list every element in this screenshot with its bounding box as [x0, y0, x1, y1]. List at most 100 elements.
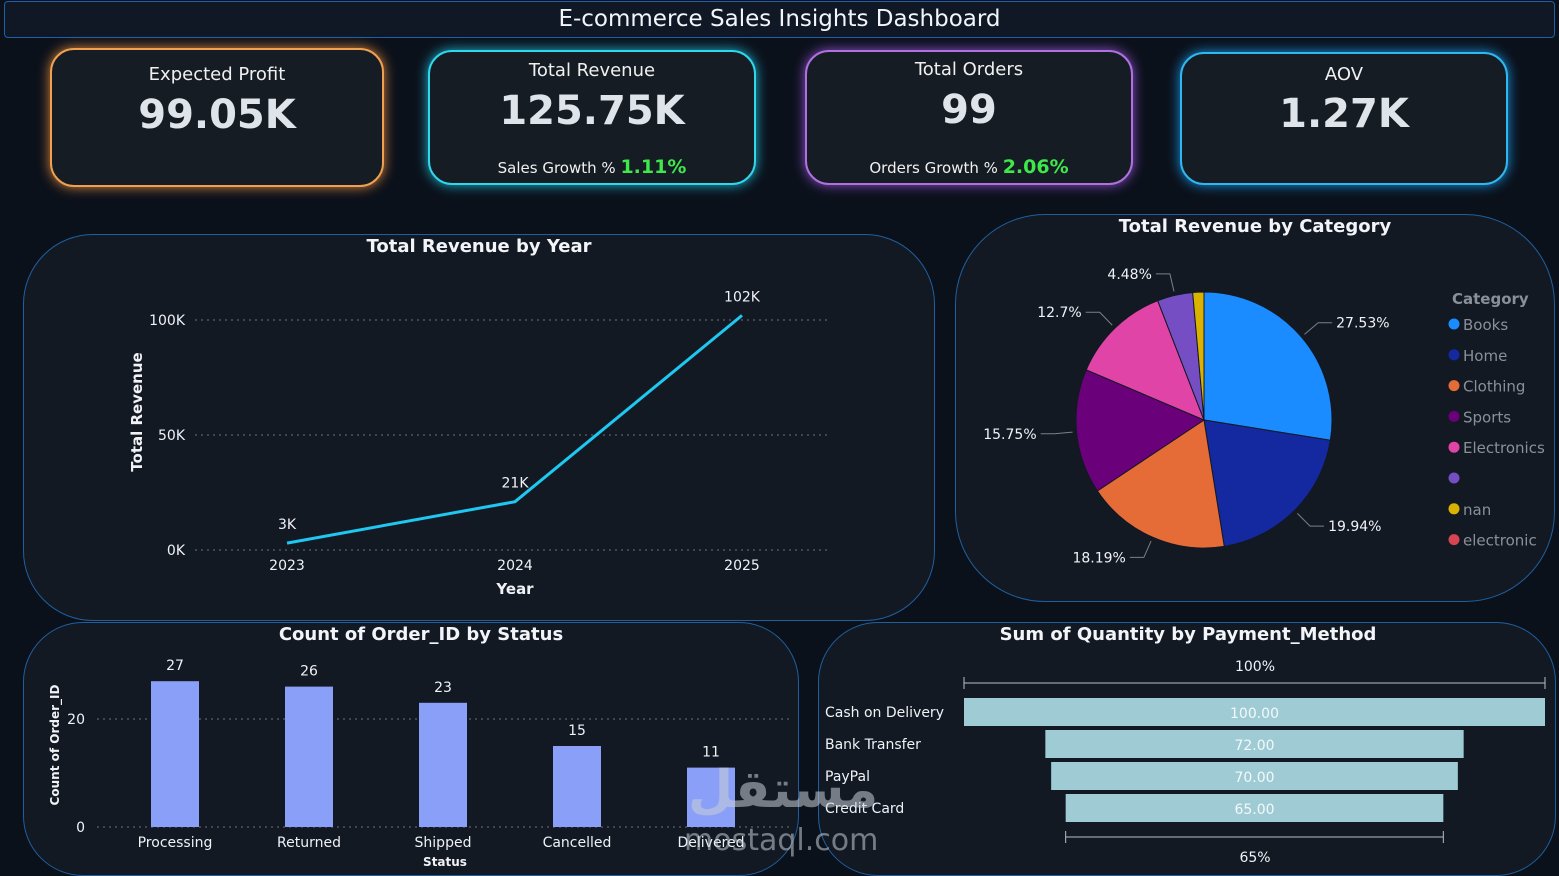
bar-delivered [687, 767, 735, 827]
funnel-top-percent: 100% [1235, 659, 1275, 675]
bar-shipped [419, 702, 467, 827]
funnel-value-label: 70.00 [1234, 770, 1274, 786]
pie-slice [1203, 419, 1331, 547]
revenue-by-year-panel [23, 234, 935, 621]
bar-x-tick: Cancelled [543, 835, 612, 851]
watermark: مستقل mostaql.com [676, 760, 886, 860]
line-data-label: 3K [278, 517, 297, 533]
legend-item: Books [1463, 316, 1508, 334]
watermark-latin: mostaql.com [684, 823, 879, 858]
line-data-label: 102K [724, 289, 761, 305]
line-chart: Total Revenue by Year Total Revenue Year… [128, 236, 830, 598]
kpi-label: Expected Profit [148, 64, 286, 85]
kpi-card-expected-profit: Expected Profit 99.05K [50, 48, 384, 187]
bar-y-tick: 0 [76, 820, 85, 836]
legend-marker [1448, 441, 1460, 453]
bar-x-tick: Processing [138, 835, 213, 851]
legend-marker [1448, 318, 1460, 330]
funnel-bar [964, 698, 1545, 726]
bar-data-label: 11 [702, 745, 720, 761]
bar-processing [151, 681, 199, 827]
legend-item: Electronics [1463, 439, 1545, 457]
line-x-tick: 2024 [497, 558, 533, 574]
kpi-card-total-orders: Total Orders 99 Orders Growth % 2.06% [805, 50, 1133, 185]
funnel-category-label: Bank Transfer [825, 737, 921, 753]
line-y-tick: 100K [149, 313, 186, 329]
kpi-label: Total Revenue [528, 60, 656, 81]
pie-data-label: 19.94% [1328, 519, 1381, 535]
pie-chart-title: Total Revenue by Category [1119, 216, 1392, 237]
pie-leader-line [1085, 311, 1113, 326]
line-y-axis-label: Total Revenue [128, 352, 146, 471]
bar-data-label: 26 [300, 664, 318, 680]
growth-value: 1.11% [620, 156, 687, 178]
line-data-label: 21K [502, 476, 530, 492]
pie-leader-line [1155, 273, 1175, 292]
line-x-tick: 2025 [724, 558, 760, 574]
pie-slice [1075, 369, 1206, 492]
kpi-growth: Orders Growth % 2.06% [807, 156, 1131, 178]
growth-label: Sales Growth % [497, 159, 616, 177]
kpi-card-aov: AOV 1.27K [1180, 52, 1508, 185]
legend-marker [1448, 472, 1460, 484]
bar-y-axis-label: Count of Order_ID [48, 685, 63, 806]
funnel-category-label: Credit Card [825, 801, 904, 817]
pie-leader-line [1040, 431, 1073, 435]
pie-data-label: 4.48% [1107, 267, 1151, 283]
watermark-arabic: مستقل [688, 760, 879, 820]
pie-data-label: 18.19% [1072, 550, 1125, 566]
kpi-value: 125.75K [499, 88, 685, 134]
pie-slice [1085, 300, 1205, 421]
bar-chart: Count of Order_ID by Status Count of Ord… [48, 624, 790, 869]
pie-data-label: 15.75% [983, 427, 1036, 443]
legend-item: Home [1463, 347, 1507, 365]
pie-leader-line [1296, 512, 1325, 527]
pie-slice [1192, 291, 1205, 421]
pie-data-label: 12.7% [1037, 305, 1081, 321]
line-y-tick: 0K [167, 543, 186, 559]
funnel-bracket [963, 677, 1546, 689]
bar-data-label: 23 [434, 680, 452, 696]
funnel-chart: Sum of Quantity by Payment_Method 100% 6… [825, 624, 1546, 866]
pie-chart: Total Revenue by Category 27.53% 19.94% 18… [983, 216, 1545, 566]
bar-x-tick: Shipped [415, 835, 472, 851]
kpi-label: Total Orders [914, 59, 1024, 80]
legend-title: Category [1452, 290, 1529, 308]
dashboard-title: E-commerce Sales Insights Dashboard [4, 1, 1555, 38]
funnel-category-label: PayPal [825, 769, 870, 785]
bar-data-label: 27 [166, 658, 184, 674]
bar-data-label: 15 [568, 723, 586, 739]
bar-chart-title: Count of Order_ID by Status [279, 624, 563, 645]
legend-marker [1448, 380, 1460, 392]
bar-x-axis-label: Status [423, 855, 467, 869]
line-x-tick: 2023 [269, 558, 305, 574]
legend-marker [1448, 534, 1460, 546]
legend-item: Clothing [1463, 378, 1525, 396]
pie-slice [1203, 291, 1333, 441]
kpi-value: 99.05K [138, 92, 296, 138]
funnel-bar [1045, 730, 1464, 758]
line-x-axis-label: Year [495, 580, 534, 598]
kpi-label: AOV [1324, 64, 1364, 85]
growth-value: 2.06% [1002, 156, 1069, 178]
funnel-bar [1051, 762, 1458, 790]
line-chart-title: Total Revenue by Year [366, 236, 591, 257]
funnel-bar [1065, 794, 1444, 822]
legend-item: Sports [1463, 408, 1511, 426]
funnel-value-label: 100.00 [1230, 706, 1279, 722]
bar-x-tick: Returned [277, 835, 341, 851]
line-series-revenue [286, 314, 743, 545]
funnel-bottom-percent: 65% [1239, 850, 1270, 866]
legend-item: electronic [1463, 532, 1537, 550]
funnel-chart-title: Sum of Quantity by Payment_Method [1000, 624, 1377, 645]
legend-marker [1448, 410, 1460, 422]
funnel-bracket [1065, 831, 1444, 843]
line-y-tick: 50K [158, 428, 186, 444]
bar-cancelled [553, 746, 601, 827]
growth-label: Orders Growth % [869, 159, 998, 177]
funnel-value-label: 65.00 [1234, 802, 1274, 818]
bar-y-tick: 20 [67, 712, 85, 728]
kpi-growth: Sales Growth % 1.11% [430, 156, 754, 178]
kpi-value: 99 [941, 87, 997, 133]
bar-returned [285, 686, 333, 827]
